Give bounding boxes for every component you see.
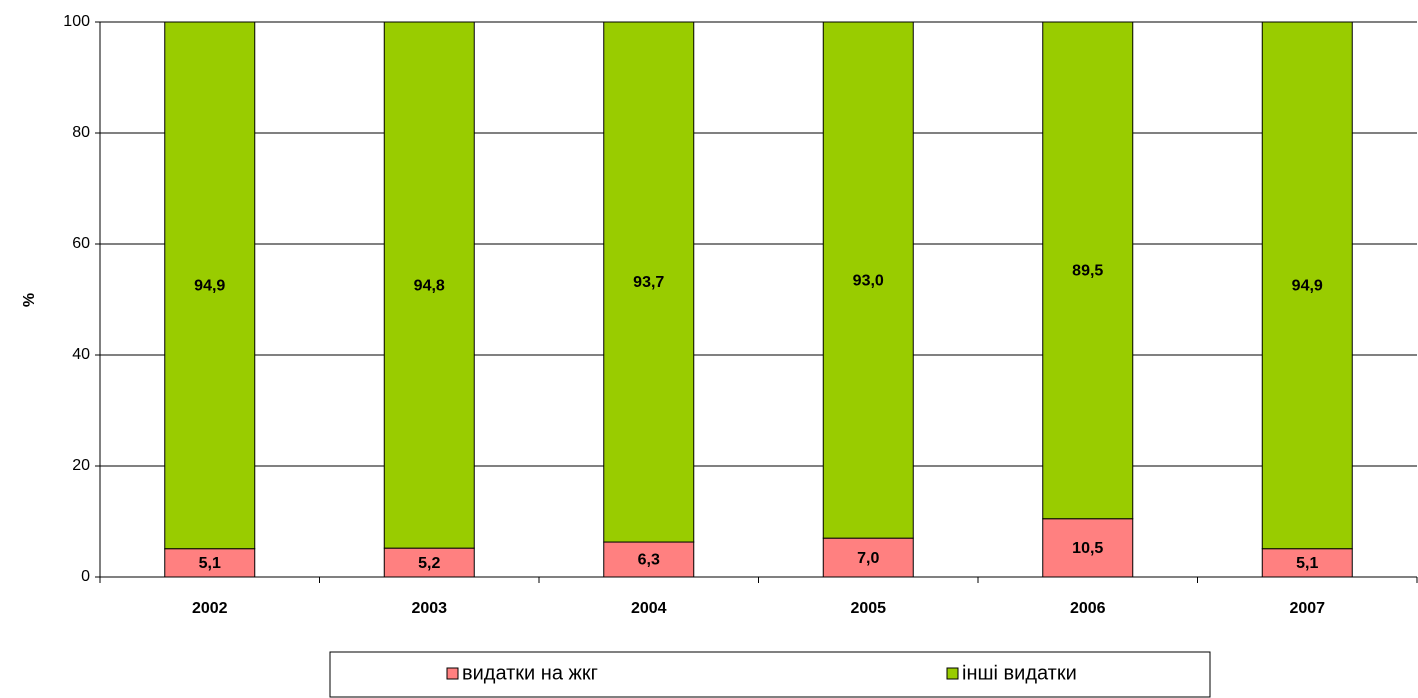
legend-box [329, 651, 1211, 698]
y-axis-label: % [21, 293, 38, 307]
value-label: 10,5 [1072, 540, 1103, 557]
legend-swatch [946, 667, 959, 680]
value-label: 6,3 [638, 552, 660, 569]
x-tick-label: 2007 [1289, 600, 1325, 617]
value-label: 5,1 [199, 555, 221, 572]
bar-segment [603, 541, 695, 578]
x-tick-label: 2004 [631, 600, 667, 617]
x-tick-label: 2002 [192, 600, 228, 617]
bar-segment [383, 21, 475, 549]
y-tick-label: 80 [72, 124, 90, 141]
value-label: 94,8 [414, 277, 445, 294]
value-label: 94,9 [1292, 278, 1323, 295]
bar-segment [1042, 21, 1134, 520]
value-label: 89,5 [1072, 263, 1103, 280]
value-label: 93,7 [633, 274, 664, 291]
y-tick-label: 20 [72, 457, 90, 474]
x-tick-label: 2006 [1070, 600, 1106, 617]
bar-segment [822, 537, 914, 578]
legend-swatch [446, 667, 459, 680]
y-tick-label: 0 [81, 568, 90, 585]
bar-segment [603, 21, 695, 543]
legend-label: видатки на жкг [462, 662, 598, 684]
bar-segment [1261, 21, 1353, 550]
bar-segment [822, 21, 914, 539]
value-label: 94,9 [194, 278, 225, 295]
value-label: 93,0 [853, 272, 884, 289]
bar-segment [1042, 518, 1134, 578]
x-tick-label: 2005 [850, 600, 886, 617]
value-label: 5,2 [418, 555, 440, 572]
value-label: 7,0 [857, 550, 879, 567]
y-tick-label: 100 [63, 13, 90, 30]
y-tick-label: 60 [72, 235, 90, 252]
y-tick-label: 40 [72, 346, 90, 363]
legend-label: інші видатки [962, 662, 1077, 684]
bar-segment [164, 21, 256, 550]
value-label: 5,1 [1296, 555, 1318, 572]
x-tick-label: 2003 [411, 600, 447, 617]
